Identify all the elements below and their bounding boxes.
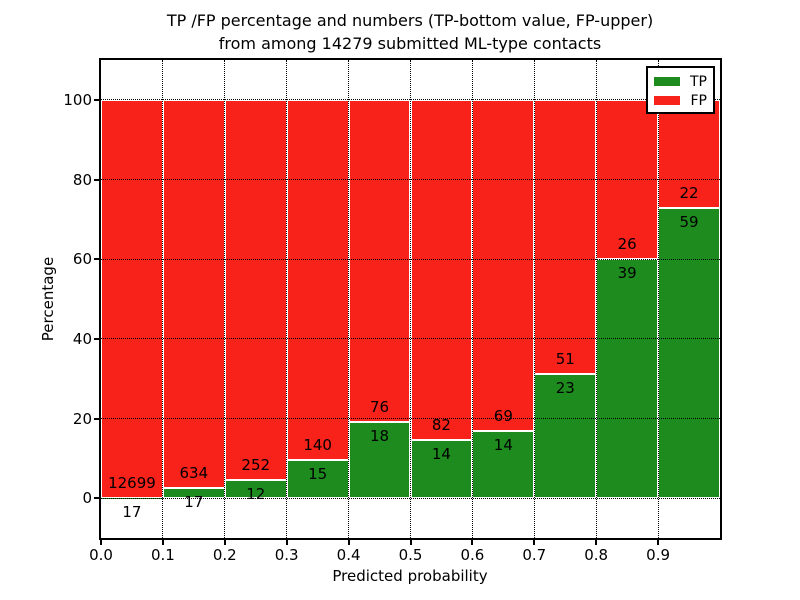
x-tick-label: 0.4 bbox=[336, 546, 361, 564]
fp-count-label: 22 bbox=[679, 184, 699, 203]
x-tick bbox=[409, 540, 412, 545]
tp-count-label: 39 bbox=[617, 264, 637, 283]
y-tick bbox=[94, 258, 99, 261]
chart-title-line2: from among 14279 submitted ML-type conta… bbox=[218, 34, 602, 53]
y-tick-label: 80 bbox=[72, 170, 92, 189]
bar-segment-tp bbox=[348, 421, 411, 499]
bar-segment-tp bbox=[472, 430, 535, 499]
chart-title: TP /FP percentage and numbers (TP-bottom… bbox=[110, 9, 710, 55]
y-tick bbox=[94, 337, 99, 340]
tp-count-label: 12 bbox=[246, 485, 266, 504]
fp-count-label: 252 bbox=[241, 456, 271, 475]
y-tick-label: 60 bbox=[72, 250, 92, 269]
tp-count-label: 14 bbox=[431, 445, 451, 464]
tp-count-label: 15 bbox=[308, 464, 328, 483]
x-tick bbox=[100, 540, 102, 545]
x-tick bbox=[223, 540, 226, 545]
x-gridline bbox=[471, 60, 473, 538]
y-tick-label: 0 bbox=[82, 489, 92, 508]
y-tick bbox=[94, 178, 99, 181]
x-tick-label: 0.3 bbox=[274, 546, 299, 564]
fp-count-label: 140 bbox=[303, 435, 332, 454]
tp-legend-swatch-icon bbox=[654, 77, 680, 86]
x-gridline bbox=[595, 60, 597, 538]
plot-frame bbox=[99, 58, 722, 540]
fp-count-label: 69 bbox=[493, 406, 513, 425]
x-tick-label: 0.7 bbox=[522, 546, 547, 564]
x-tick bbox=[285, 540, 288, 545]
fp-legend-swatch-icon bbox=[654, 96, 680, 105]
x-axis-label: Predicted probability bbox=[332, 567, 488, 585]
x-gridline bbox=[410, 60, 411, 538]
y-tick-label: 40 bbox=[72, 329, 92, 348]
bar-segment-fp bbox=[101, 99, 163, 498]
x-gridline bbox=[224, 60, 226, 538]
bar-segment-fp bbox=[534, 99, 597, 375]
x-tick-label: 0.2 bbox=[212, 546, 237, 564]
x-tick-label: 0.9 bbox=[646, 546, 671, 564]
x-tick bbox=[347, 540, 350, 545]
x-gridline bbox=[533, 60, 535, 538]
fp-count-label: 51 bbox=[555, 350, 575, 369]
tp-count-label: 17 bbox=[184, 492, 204, 511]
fp-count-label: 26 bbox=[617, 235, 637, 254]
tp-count-label: 18 bbox=[370, 426, 390, 445]
legend: TP FP bbox=[646, 66, 715, 114]
fp-count-label: 12699 bbox=[108, 473, 156, 492]
x-tick-label: 0.8 bbox=[584, 546, 609, 564]
x-tick-label: 0.5 bbox=[398, 546, 423, 564]
fp-legend-label: FP bbox=[690, 92, 708, 109]
y-tick bbox=[94, 98, 99, 101]
tp-legend-label: TP bbox=[690, 73, 707, 90]
x-gridline bbox=[286, 60, 288, 538]
x-tick-label: 0.6 bbox=[460, 546, 485, 564]
bar-segment-tp bbox=[286, 459, 349, 499]
x-gridline bbox=[162, 60, 164, 538]
chart-title-line1: TP /FP percentage and numbers (TP-bottom… bbox=[166, 11, 654, 30]
y-tick bbox=[94, 497, 99, 500]
tp-count-label: 17 bbox=[122, 502, 142, 521]
legend-item-tp: TP bbox=[654, 72, 707, 91]
x-gridline bbox=[348, 60, 350, 538]
x-tick bbox=[471, 540, 474, 545]
bar-segment-fp bbox=[410, 99, 473, 441]
fp-count-label: 634 bbox=[179, 463, 209, 482]
x-tick-label: 0.1 bbox=[150, 546, 175, 564]
x-tick bbox=[533, 540, 536, 545]
x-tick bbox=[161, 540, 164, 545]
fp-count-label: 76 bbox=[370, 397, 390, 416]
tp-count-label: 14 bbox=[493, 435, 513, 454]
legend-item-fp: FP bbox=[654, 91, 707, 110]
y-tick-label: 100 bbox=[63, 90, 92, 109]
x-gridline bbox=[657, 60, 659, 538]
bar-segment-fp bbox=[162, 99, 225, 488]
tp-count-label: 23 bbox=[555, 379, 575, 398]
bar-segment-fp bbox=[348, 99, 411, 422]
y-tick bbox=[94, 417, 99, 420]
fp-count-label: 82 bbox=[431, 416, 451, 435]
x-tick bbox=[657, 540, 660, 545]
y-tick-label: 20 bbox=[72, 409, 92, 428]
x-tick-label: 0.0 bbox=[89, 546, 113, 564]
tp-count-label: 59 bbox=[679, 213, 699, 232]
x-tick bbox=[595, 540, 598, 545]
